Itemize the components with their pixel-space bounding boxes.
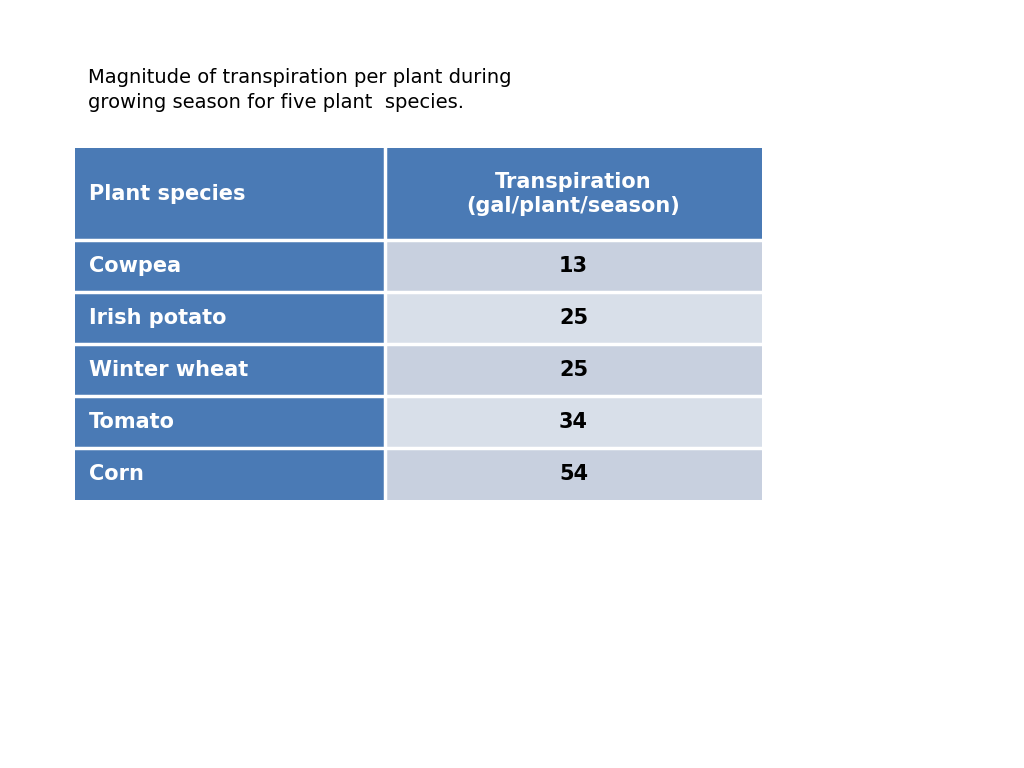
Bar	[385, 448, 762, 500]
Text: 25: 25	[559, 360, 588, 380]
Bar	[385, 240, 762, 292]
Text: 54: 54	[559, 464, 588, 484]
Bar	[75, 396, 385, 448]
Bar	[75, 292, 385, 344]
Text: Corn: Corn	[89, 464, 144, 484]
Bar	[75, 240, 385, 292]
Text: 34: 34	[559, 412, 588, 432]
Text: Tomato: Tomato	[89, 412, 175, 432]
Text: Winter wheat: Winter wheat	[89, 360, 248, 380]
Text: Transpiration
(gal/plant/season): Transpiration (gal/plant/season)	[467, 172, 680, 216]
Bar	[75, 148, 385, 240]
Bar	[385, 148, 762, 240]
Text: Magnitude of transpiration per plant during
growing season for five plant  speci: Magnitude of transpiration per plant dur…	[88, 68, 512, 112]
Bar	[75, 344, 385, 396]
Bar	[385, 292, 762, 344]
Text: 25: 25	[559, 308, 588, 328]
Text: Irish potato: Irish potato	[89, 308, 226, 328]
Text: Cowpea: Cowpea	[89, 256, 181, 276]
Text: Plant species: Plant species	[89, 184, 246, 204]
Bar	[385, 344, 762, 396]
Bar	[75, 448, 385, 500]
Text: 13: 13	[559, 256, 588, 276]
Bar	[385, 396, 762, 448]
